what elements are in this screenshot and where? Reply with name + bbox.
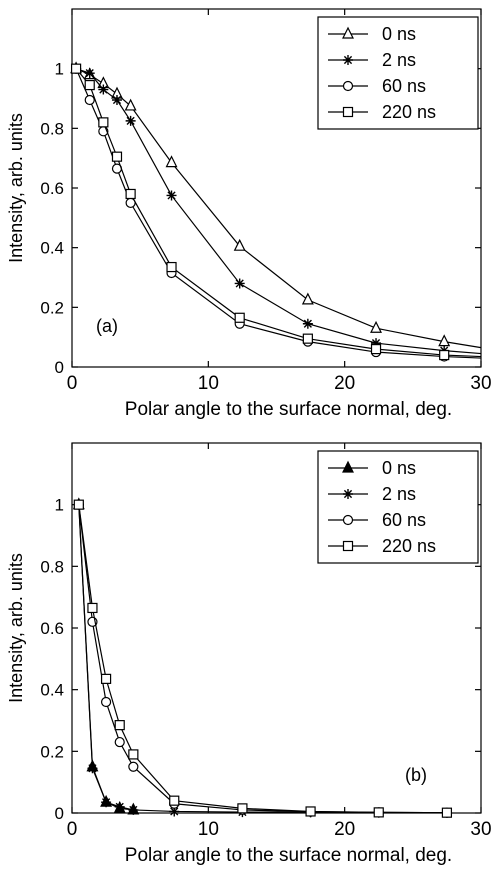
y-tick-label: 0.2 [40,298,64,317]
data-point [301,292,314,305]
y-tick-label: 0 [55,804,64,823]
panel-label: (b) [405,765,427,785]
data-point [100,673,112,684]
x-axis-label: Polar angle to the surface normal, deg. [125,399,452,420]
legend: 0 ns 2 ns 60 ns 220 ns [317,450,479,564]
legend-marker [343,55,353,65]
data-point [84,94,95,106]
legend-label: 2 ns [382,50,416,70]
data-point [101,797,112,808]
y-tick-label: 0.8 [40,119,64,138]
legend-marker [343,489,353,499]
series-220-ns [70,63,482,361]
legend-label: 0 ns [382,458,416,478]
y-tick-label: 0.6 [40,179,64,198]
legend-marker [342,26,354,39]
data-point [439,349,450,361]
data-point [114,736,125,748]
data-point [84,79,95,91]
legend-marker [342,80,354,92]
legend-label: 220 ns [382,102,436,122]
data-point [114,720,125,731]
x-tick-label: 0 [67,373,78,394]
data-point [98,84,109,95]
legend-label: 60 ns [382,510,426,530]
y-tick-label: 0 [55,358,64,377]
legend-marker [342,460,354,473]
data-point [166,190,177,201]
legend-marker [342,540,354,552]
data-point [128,749,139,760]
x-tick-label: 10 [198,819,219,840]
data-point [111,151,123,162]
data-point [371,338,382,349]
data-point [302,333,313,344]
legend-label: 220 ns [382,536,436,556]
legend-label: 2 ns [382,484,416,504]
chart-panel-a: 0 10 20 30 0 0.2 0.4 0.6 0.8 1 Polar angle to the … [6,8,492,420]
data-point [169,795,180,806]
data-point [370,344,382,355]
y-tick-label: 1 [55,60,64,79]
data-point [233,238,246,251]
data-point [125,115,136,126]
y-tick-label: 0.4 [40,239,64,258]
data-point [305,806,316,817]
data-point [100,696,112,708]
y-tick-label: 0.6 [40,619,64,638]
data-point [441,807,453,818]
data-point [124,98,137,111]
y-axis-label: Intensity, arb. units [6,113,26,263]
y-axis-label: Intensity, arb. units [6,553,26,703]
data-point [166,261,177,273]
data-point [302,318,313,329]
series-220-ns [73,499,453,818]
data-point [237,803,248,814]
y-tick-label: 1 [55,496,64,515]
data-point [87,602,98,614]
data-point [234,278,245,289]
legend: 0 ns 2 ns 60 ns 220 ns [317,16,479,130]
data-point [373,807,384,818]
legend-marker [342,106,354,118]
y-tick-label: 0.4 [40,681,64,700]
data-point [128,761,139,772]
data-point [98,117,109,128]
legend-marker [342,514,354,526]
data-point [125,188,136,200]
legend-label: 0 ns [382,24,416,44]
x-tick-label: 30 [470,819,491,840]
x-tick-label: 30 [470,373,491,394]
data-point [87,763,98,774]
x-tick-label: 0 [67,819,78,840]
x-tick-label: 20 [334,373,355,394]
data-point [111,94,122,105]
data-point [370,320,382,333]
series-line [78,504,447,814]
data-point [169,806,180,817]
chart-panel-b: 0 10 20 30 0 0.2 0.4 0.6 0.8 1 Polar angle to the … [6,442,492,866]
x-tick-label: 10 [198,373,219,394]
data-point [234,312,245,323]
data-point [70,63,82,74]
x-tick-label: 20 [334,819,355,840]
legend-label: 60 ns [382,76,426,96]
data-point [114,801,125,812]
data-point [165,155,178,168]
panel-label: (a) [96,316,118,336]
y-tick-label: 0.8 [40,557,64,576]
data-point [73,499,84,510]
x-axis-label: Polar angle to the surface normal, deg. [125,845,452,866]
y-tick-label: 0.2 [40,742,64,761]
data-point [84,68,95,79]
data-point [128,804,139,815]
